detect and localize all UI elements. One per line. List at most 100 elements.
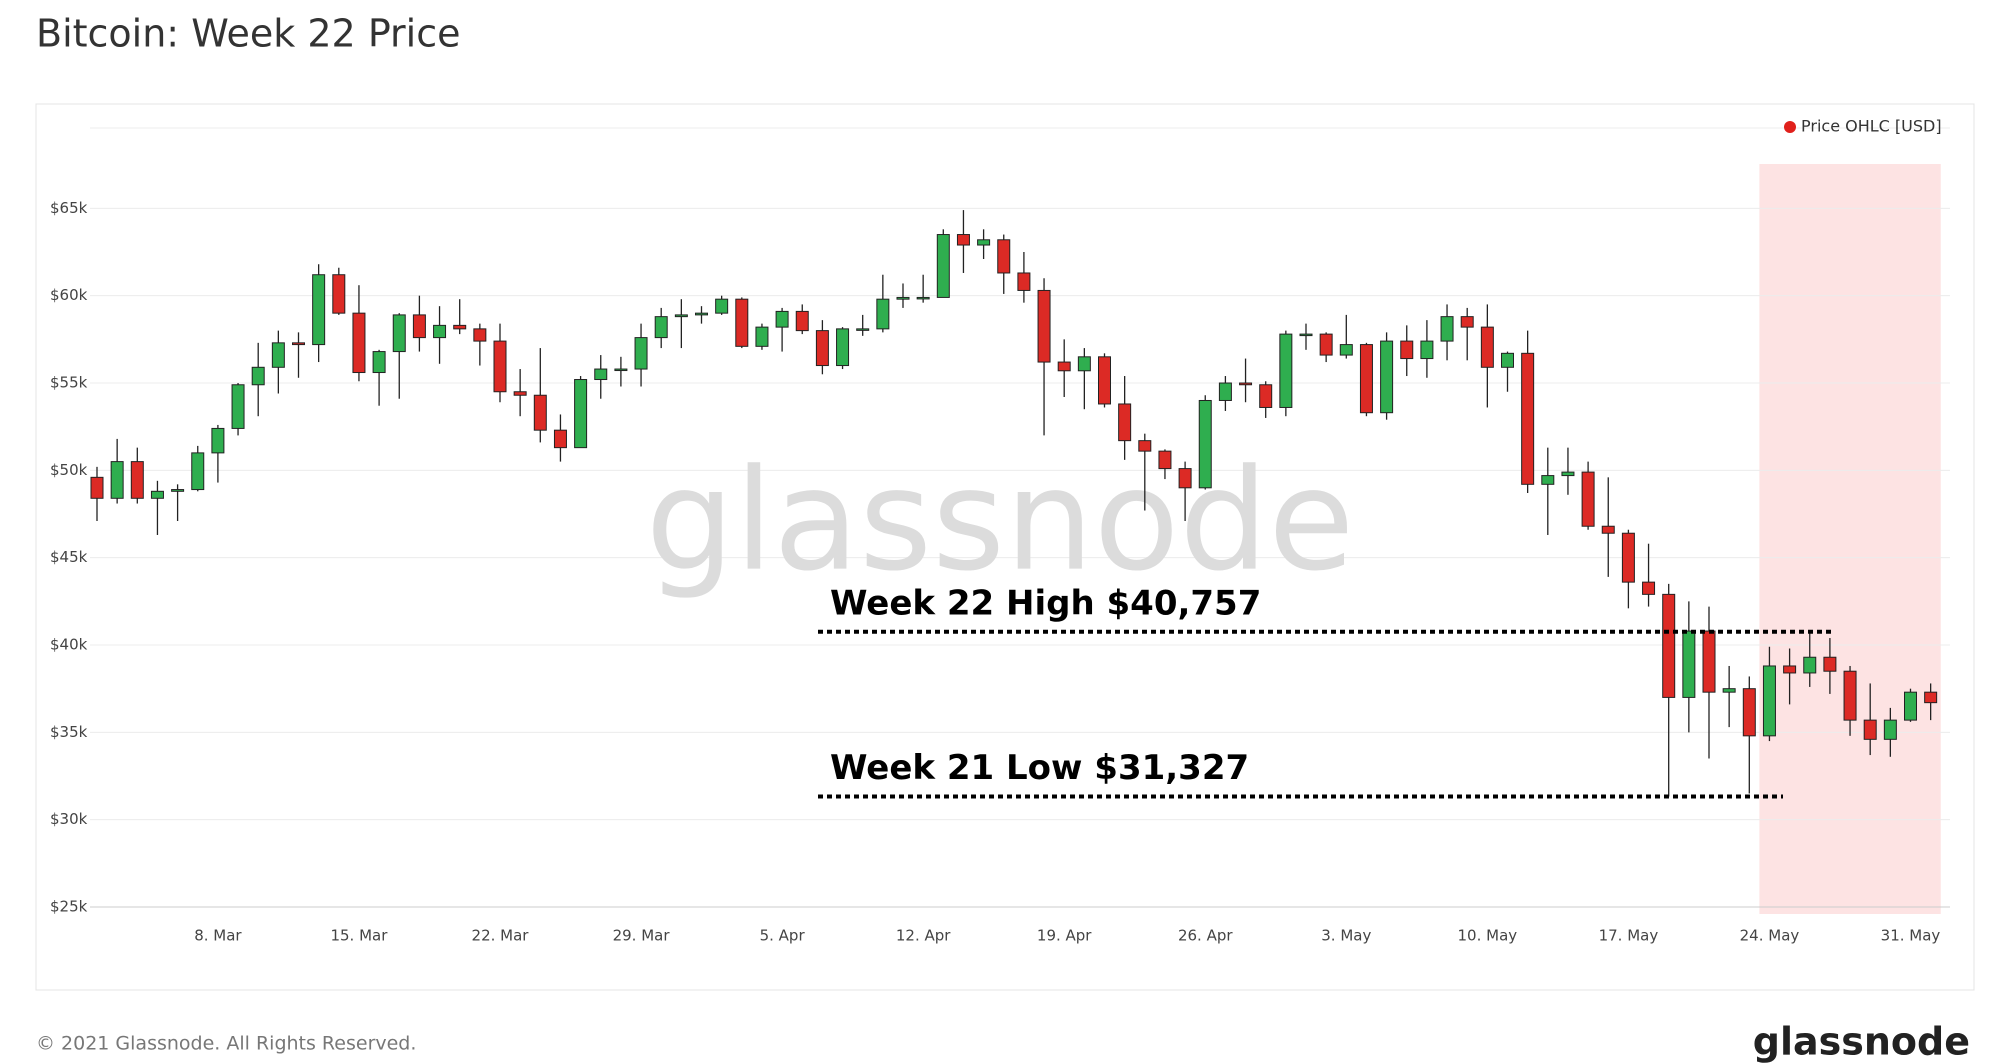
candle-body (795, 310, 809, 332)
candle-body (453, 324, 467, 330)
candle-body (211, 427, 225, 454)
candle-body (1662, 593, 1676, 698)
candle-body (412, 314, 426, 339)
candle-body (392, 314, 406, 353)
candle-body (856, 328, 870, 331)
candle-body (1783, 665, 1797, 674)
x-tick-label: 26. Apr (1178, 927, 1233, 945)
candle-body (110, 461, 124, 499)
candle-body (553, 429, 567, 449)
candle-body (1581, 471, 1595, 527)
copyright: © 2021 Glassnode. All Rights Reserved. (36, 1033, 416, 1055)
candle-body (755, 326, 769, 347)
candle-body (1924, 691, 1938, 704)
candle-body (1702, 630, 1716, 693)
candle-body (1904, 691, 1917, 721)
candle-body (231, 384, 245, 429)
candle-body (1259, 384, 1273, 408)
candle-body (674, 314, 688, 318)
candle-body (1521, 352, 1535, 485)
legend-label: Price OHLC [USD] (1801, 117, 1942, 136)
candle-body (1440, 316, 1454, 342)
candle-body (1118, 403, 1132, 442)
candle-body (836, 328, 850, 367)
candle-body (191, 452, 205, 491)
x-tick-label: 29. Mar (613, 927, 671, 945)
y-tick-label: $25k (50, 898, 88, 916)
candle-body (916, 296, 930, 300)
candle-body (1198, 399, 1212, 489)
candle-body (594, 368, 608, 381)
candle-body (956, 234, 970, 246)
candle-body (1279, 333, 1293, 408)
watermark: glassnode (646, 440, 1355, 603)
candle-body (1803, 656, 1817, 674)
x-tick-label: 31. May (1881, 927, 1941, 945)
candle-body (1501, 352, 1514, 368)
candle-body (251, 366, 265, 386)
candle-body (715, 298, 729, 314)
x-tick-label: 15. Mar (330, 927, 388, 945)
candle-body (1400, 340, 1414, 360)
candle-body (876, 298, 890, 330)
candle-body (1460, 316, 1474, 328)
candle-body (1601, 525, 1615, 534)
footer-logo: glassnode (1753, 1020, 1970, 1063)
candle-body (936, 234, 950, 298)
x-tick-label: 19. Apr (1037, 927, 1092, 945)
candle-body (1561, 471, 1575, 477)
candle-body (1017, 272, 1031, 291)
candle-body (815, 330, 829, 367)
candle-body (533, 394, 547, 431)
candle-body (352, 312, 366, 374)
x-tick-label: 24. May (1740, 927, 1800, 945)
candle-body (493, 340, 507, 393)
candle-body (695, 312, 708, 316)
candle-body (1098, 356, 1111, 405)
candle-body (332, 274, 346, 314)
y-tick-label: $35k (50, 723, 88, 741)
candle-body (433, 324, 447, 339)
candle-body (1359, 344, 1373, 414)
candle-body (1480, 326, 1494, 368)
candle-body (1541, 475, 1555, 485)
y-tick-label: $50k (50, 461, 88, 479)
y-tick-label: $55k (50, 374, 88, 392)
candle-body (1057, 361, 1071, 372)
candle-body (513, 391, 527, 396)
candle-body (775, 310, 789, 328)
candle-body (1682, 630, 1696, 698)
candle-body (1823, 656, 1837, 672)
candle-body (1722, 688, 1736, 693)
candle-body (1380, 340, 1394, 414)
x-tick-label: 3. May (1321, 927, 1371, 945)
x-tick-label: 17. May (1599, 927, 1659, 945)
x-tick-label: 10. May (1458, 927, 1518, 945)
candle-body (473, 328, 487, 342)
candle-body (1218, 382, 1232, 401)
y-tick-label: $65k (50, 199, 88, 217)
candle-body (654, 316, 668, 339)
candle-body (1863, 719, 1877, 740)
candle-body (614, 368, 628, 372)
candle-body (130, 461, 144, 499)
candle-body (1077, 356, 1091, 372)
candle-body (1299, 333, 1313, 337)
x-tick-label: 22. Mar (472, 927, 530, 945)
candle-body (1621, 532, 1635, 583)
annotation-label: Week 22 High $40,757 (830, 583, 1261, 623)
candle-body (1239, 382, 1253, 386)
candle-body (1339, 344, 1353, 356)
highlight-region (1759, 164, 1941, 914)
candle-body (896, 296, 910, 300)
candle-body (1138, 440, 1152, 452)
candle-body (1037, 289, 1051, 363)
candle-body (171, 489, 185, 492)
candle-body (1319, 333, 1333, 356)
candle-body (271, 342, 285, 368)
candle-body (1642, 581, 1656, 595)
chart-title: Bitcoin: Week 22 Price (36, 12, 461, 56)
legend-marker (1784, 121, 1796, 133)
candle-body (1843, 670, 1857, 721)
